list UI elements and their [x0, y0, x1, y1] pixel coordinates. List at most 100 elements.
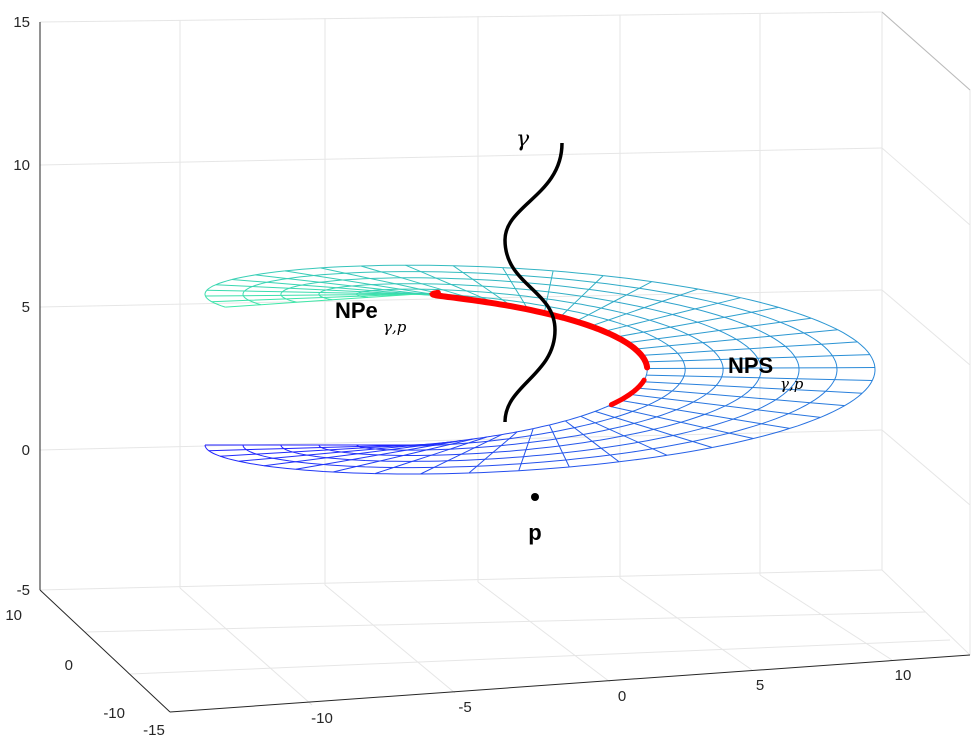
mesh-line	[796, 367, 800, 379]
mesh-line	[752, 377, 760, 388]
mesh-line	[697, 288, 741, 299]
mesh-line	[647, 397, 662, 406]
mesh-line	[320, 265, 361, 269]
z-tick: 5	[22, 299, 30, 316]
x-tick: -5	[458, 699, 471, 716]
mesh-line	[548, 291, 582, 297]
mesh-line	[794, 356, 800, 368]
mesh-line	[652, 441, 693, 450]
mesh-line	[501, 442, 529, 447]
mesh-line	[426, 448, 450, 451]
mesh-line	[639, 287, 681, 296]
mesh-line	[238, 460, 265, 467]
mesh-line	[511, 281, 551, 286]
npe-label: NPe	[335, 298, 378, 323]
mesh-line	[295, 461, 324, 465]
mesh-line	[434, 443, 451, 446]
mesh-line	[481, 296, 503, 301]
mesh-line	[729, 423, 762, 434]
mesh-line	[266, 278, 288, 283]
mesh-line	[356, 444, 360, 447]
mesh-line	[679, 375, 685, 384]
x-tick: -15	[143, 722, 165, 739]
mesh-line	[280, 444, 285, 450]
mesh-line	[301, 281, 320, 286]
mesh-line	[506, 274, 552, 279]
mesh-line	[553, 270, 604, 277]
mesh-line	[461, 451, 494, 455]
mesh-line	[357, 453, 379, 456]
mesh-line	[871, 367, 876, 381]
mesh-line	[523, 452, 563, 458]
mesh-line	[437, 442, 444, 445]
mesh-line	[662, 300, 696, 310]
mesh-line	[614, 410, 633, 418]
mesh-line	[657, 338, 670, 347]
mesh-line	[242, 290, 245, 296]
mesh-line	[692, 432, 730, 442]
mesh-line	[211, 301, 226, 308]
mesh-line	[450, 442, 469, 445]
mesh-line	[740, 297, 779, 308]
mesh-line	[421, 283, 452, 285]
mesh-line	[256, 453, 273, 459]
mesh-line	[592, 435, 624, 442]
mesh-line	[756, 399, 776, 411]
mesh-line	[715, 376, 723, 386]
mesh-line	[215, 279, 233, 286]
mesh-line	[528, 438, 557, 444]
mesh-line	[509, 435, 531, 440]
mesh-line	[443, 441, 452, 444]
mesh-line	[555, 434, 584, 440]
mesh-line	[788, 402, 811, 415]
mesh-line	[644, 307, 673, 315]
mesh-line	[825, 379, 836, 392]
mesh-line	[351, 459, 380, 462]
mesh-line	[525, 445, 560, 451]
mesh-line	[676, 401, 694, 411]
mesh-line	[565, 454, 611, 461]
mesh-line	[789, 416, 821, 429]
mesh-line	[533, 424, 550, 430]
mesh-line	[677, 352, 684, 361]
mesh-line	[523, 302, 546, 307]
mesh-line	[472, 278, 512, 283]
mesh-line	[565, 415, 581, 422]
mesh-line	[336, 285, 353, 289]
mesh-line	[365, 447, 376, 450]
mesh-line	[433, 465, 477, 468]
mesh-line	[656, 409, 677, 418]
mesh-line	[697, 321, 720, 331]
mesh-line	[719, 359, 724, 369]
mesh-line	[778, 306, 812, 319]
z-tick: 15	[13, 14, 30, 31]
mesh-line	[362, 290, 372, 293]
axes	[39, 11, 971, 713]
mesh-line	[661, 390, 673, 399]
mesh-line	[405, 264, 454, 267]
mesh-line	[775, 389, 790, 401]
mesh-line	[580, 410, 596, 417]
mesh-line	[435, 277, 473, 280]
mesh-line	[476, 463, 522, 467]
mesh-line	[370, 277, 402, 279]
mesh-line	[581, 295, 614, 302]
mesh-line	[757, 358, 762, 369]
mesh-line	[832, 355, 838, 368]
mesh-line	[356, 294, 361, 297]
mesh-line	[653, 421, 681, 430]
mesh-line	[295, 468, 334, 473]
mesh-line	[473, 436, 488, 440]
mesh-line	[751, 311, 781, 323]
mesh-line	[623, 428, 654, 437]
mesh-line	[749, 325, 771, 337]
mesh-line	[693, 393, 707, 403]
mesh-surface	[204, 264, 876, 475]
mesh-line	[289, 284, 302, 289]
mesh-line	[649, 319, 671, 328]
nps-label: NPS	[728, 353, 773, 378]
mesh-line	[384, 288, 401, 291]
mesh-line	[482, 285, 516, 290]
mesh-line	[549, 420, 566, 426]
